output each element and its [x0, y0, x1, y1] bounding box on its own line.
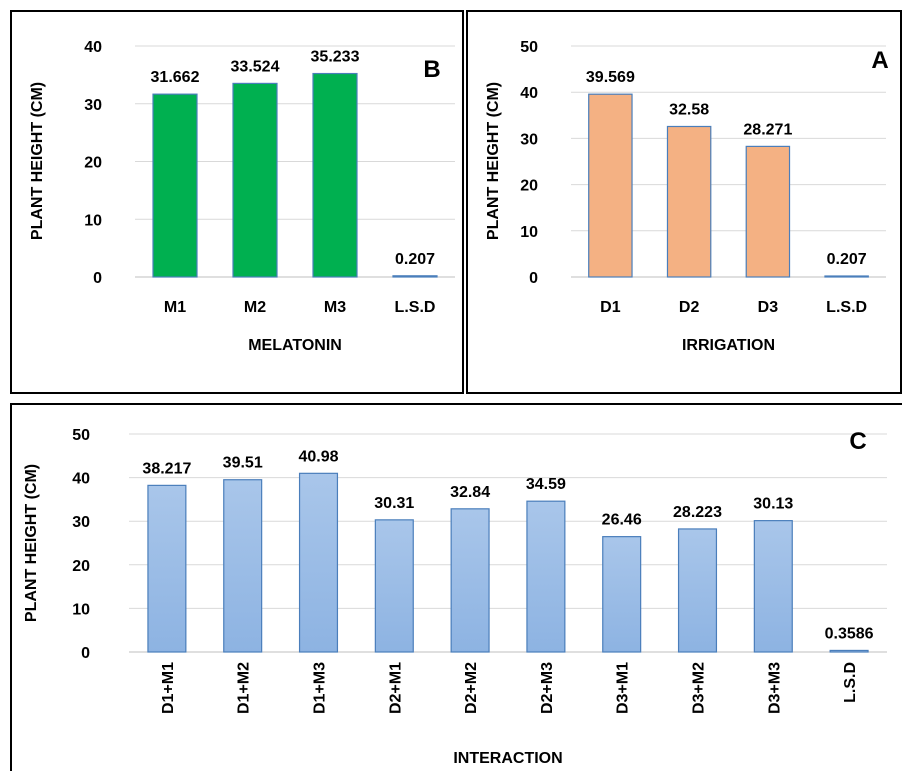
chart-panel-irrigation: 0 10 20 30 40 50 39.569 D1 32.58 D2 28.271 D3 0.207 L…	[466, 10, 902, 394]
data-label: 40.98	[298, 448, 338, 465]
bar	[312, 72, 358, 278]
bar	[753, 520, 793, 653]
x-tick-label: D2+M2	[463, 662, 480, 714]
data-label: 26.46	[602, 512, 642, 529]
data-label: 30.31	[374, 495, 414, 512]
y-tick-label: 30	[520, 131, 538, 148]
bar	[392, 275, 438, 278]
bar	[602, 536, 642, 653]
bar	[526, 500, 566, 653]
data-label: 34.59	[526, 476, 566, 493]
data-label: 38.217	[142, 460, 191, 477]
bar	[829, 649, 869, 653]
x-tick-label: M1	[164, 299, 186, 316]
panel-letter: B	[423, 56, 440, 83]
x-axis-title: INTERACTION	[453, 750, 562, 767]
chart-interaction: 0 10 20 30 40 50 38.217 D1+M1 39.51 D1+M2 40.98 D1+…	[23, 427, 887, 767]
x-tick-label: D2	[679, 299, 700, 316]
data-label: 33.524	[231, 58, 280, 75]
panel-letter: C	[849, 428, 866, 455]
y-tick-label: 50	[520, 39, 538, 56]
bar	[666, 125, 712, 278]
bar	[298, 472, 339, 653]
x-tick-label: D1+M3	[312, 662, 329, 714]
data-label: 0.3586	[825, 625, 874, 642]
y-tick-label: 40	[520, 85, 538, 102]
x-tick-label: D3+M2	[691, 662, 708, 714]
bar	[232, 82, 278, 278]
y-tick-label: 20	[84, 155, 102, 172]
panel-letter: A	[871, 47, 888, 74]
y-tick-label: 40	[84, 39, 102, 56]
y-tick-label: 0	[529, 270, 538, 287]
x-tick-label: L.S.D	[842, 662, 859, 703]
x-tick-label: D3+M3	[766, 662, 783, 714]
data-label: 39.51	[223, 455, 263, 472]
x-axis-title: IRRIGATION	[682, 337, 775, 354]
y-axis-title: PLANT HEIGHT (CM)	[29, 82, 46, 240]
y-tick-label: 20	[520, 178, 538, 195]
x-tick-label: D2+M3	[539, 662, 556, 714]
x-tick-label: D3	[758, 299, 779, 316]
y-tick-label: 0	[81, 645, 90, 662]
x-tick-label: L.S.D	[826, 299, 867, 316]
data-label: 30.13	[753, 496, 793, 513]
x-tick-label: D1+M2	[236, 662, 253, 714]
data-label: 39.569	[586, 69, 635, 86]
bar	[374, 519, 414, 653]
bar	[223, 479, 263, 653]
data-label: 28.223	[673, 504, 722, 521]
chart-panel-interaction: 0 10 20 30 40 50 38.217 D1+M1 39.51 D1+M2 40.98 D1+…	[10, 403, 902, 771]
y-tick-label: 30	[84, 97, 102, 114]
bar	[450, 508, 490, 653]
bar	[824, 275, 869, 278]
bar	[588, 93, 633, 278]
y-axis-title: PLANT HEIGHT (CM)	[23, 464, 40, 622]
x-tick-label: M2	[244, 299, 266, 316]
x-axis-title: MELATONIN	[248, 337, 342, 354]
y-tick-label: 50	[72, 427, 90, 444]
y-axis-title: PLANT HEIGHT (CM)	[485, 82, 502, 240]
data-label: 31.662	[151, 69, 200, 86]
y-tick-label: 20	[72, 558, 90, 575]
y-tick-label: 10	[84, 212, 102, 229]
x-tick-label: M3	[324, 299, 346, 316]
data-label: 28.271	[743, 121, 792, 138]
x-tick-label: D1+M1	[160, 662, 177, 714]
y-tick-label: 0	[93, 270, 102, 287]
x-tick-label: D2+M1	[387, 662, 404, 714]
y-tick-label: 40	[72, 471, 90, 488]
data-label: 32.84	[450, 484, 490, 501]
y-tick-label: 10	[72, 601, 90, 618]
x-tick-label: L.S.D	[395, 299, 436, 316]
bar	[152, 93, 198, 278]
chart-irrigation: 0 10 20 30 40 50 39.569 D1 32.58 D2 28.271 D3 0.207 L…	[485, 39, 889, 354]
y-tick-label: 10	[520, 224, 538, 241]
data-label: 0.207	[395, 251, 435, 268]
bar	[677, 528, 718, 653]
x-tick-label: D1	[600, 299, 621, 316]
y-tick-label: 30	[72, 514, 90, 531]
data-label: 0.207	[827, 251, 867, 268]
bar	[745, 145, 791, 278]
chart-panel-melatonin: 0 10 20 30 40 31.662 M1 33.524 M2 35.233 M3 0.207 L.…	[10, 10, 464, 394]
data-label: 32.58	[669, 101, 709, 118]
x-tick-label: D3+M1	[615, 662, 632, 714]
data-label: 35.233	[311, 49, 360, 66]
bar	[147, 484, 187, 653]
chart-melatonin: 0 10 20 30 40 31.662 M1 33.524 M2 35.233 M3 0.207 L.…	[29, 39, 455, 354]
